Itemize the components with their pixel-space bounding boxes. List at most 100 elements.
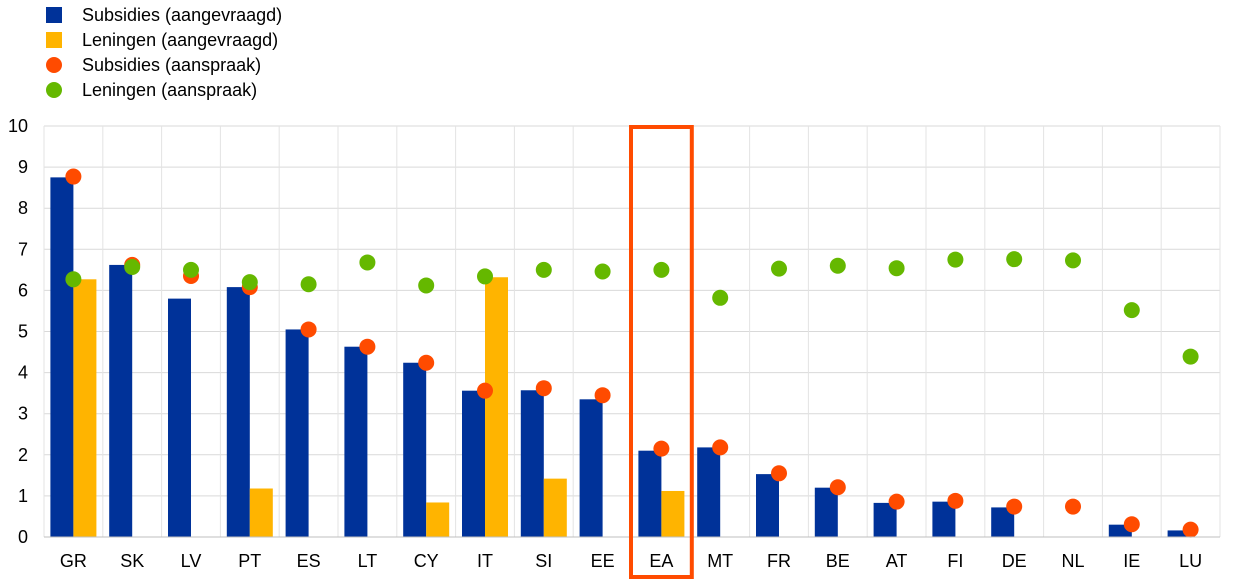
bar [579,399,603,537]
highlight-group [629,125,694,579]
bar [697,447,721,537]
bar [403,362,427,537]
dot [947,492,964,509]
x-tick-label: BE [826,551,850,571]
dot [1123,516,1140,533]
dot [65,168,82,185]
dot [594,387,611,404]
dot [418,277,435,294]
legend-label: Subsidies (aangevraagd) [82,5,282,25]
bar [109,264,133,537]
dot [947,251,964,268]
bar [661,490,685,537]
dot [712,289,729,306]
y-tick-label: 2 [18,445,28,465]
dot [1006,251,1023,268]
legend-marker [46,82,62,98]
y-tick-label: 10 [8,116,28,136]
bar [814,487,838,537]
x-tick-label: IE [1123,551,1140,571]
dot [418,354,435,371]
dot [594,263,611,280]
legend-label: Leningen (aanspraak) [82,80,257,100]
x-tick-label: MT [707,551,733,571]
y-tick-label: 3 [18,404,28,424]
y-tick-label: 5 [18,322,28,342]
x-tick-label: DE [1002,551,1027,571]
dot [829,479,846,496]
dot [771,260,787,277]
x-tick-label: SK [120,551,144,571]
y-tick-label: 4 [18,363,28,383]
dot [653,440,670,457]
dot [241,274,258,291]
x-tick-label: AT [886,551,908,571]
dots [65,168,1199,538]
bar [932,501,956,537]
y-axis: 0 1 2 3 4 5 6 7 8 9 10 [8,116,28,547]
x-tick-label: FR [767,551,791,571]
x-tick-label: EA [649,551,673,571]
bar [249,488,273,537]
dot [1006,498,1023,515]
y-tick-label: 7 [18,239,28,259]
x-tick-label: GR [60,551,87,571]
dot [183,261,199,278]
x-tick-label: NL [1061,551,1084,571]
bar [873,502,897,537]
legend-label: Subsidies (aanspraak) [82,55,261,75]
x-tick-label: LT [358,551,378,571]
dot [771,465,787,482]
dot [300,276,317,293]
legend: Subsidies (aangevraagd) Leningen (aangevr… [46,5,282,100]
dot [1123,302,1140,319]
y-tick-label: 0 [18,527,28,547]
dot [65,271,82,288]
bar [168,298,191,537]
bar [226,287,250,537]
x-tick-label: CY [414,551,439,571]
dot [124,258,141,275]
legend-marker [46,57,62,73]
bar [991,507,1015,537]
y-tick-label: 9 [18,157,28,177]
bar [344,346,368,537]
x-tick-label: EE [591,551,615,571]
dot [359,338,376,355]
highlight-box [629,125,694,579]
y-tick-label: 6 [18,280,28,300]
dot [535,261,552,278]
bar [73,279,97,537]
bar [638,450,662,537]
dot [829,257,846,274]
bar [50,177,74,537]
x-tick-label: ES [297,551,321,571]
bar [520,390,544,537]
bar [756,474,779,537]
dot [1065,498,1081,515]
bar [543,478,567,537]
dot [535,380,552,397]
bars [50,177,1191,537]
bar [462,390,485,537]
dot [712,439,729,456]
y-tick-label: 8 [18,198,28,218]
y-tick-label: 1 [18,486,28,506]
x-tick-label: IT [477,551,493,571]
legend-swatch [46,7,62,23]
legend-label: Leningen (aangevraagd) [82,30,278,50]
bar [1167,530,1191,537]
dot [888,260,905,277]
legend-swatch [46,32,62,48]
dot [477,268,493,285]
bar [485,277,508,537]
dot [359,254,376,271]
x-tick-label: PT [238,551,261,571]
dot [477,382,493,399]
x-axis: GR SK LV PT ES LT CY IT SI EE EA MT FR BE AT FI DE NL IE LU [44,536,1220,571]
x-tick-label: FI [947,551,963,571]
x-tick-label: SI [535,551,552,571]
x-tick-label: LU [1179,551,1202,571]
dot [300,321,317,338]
